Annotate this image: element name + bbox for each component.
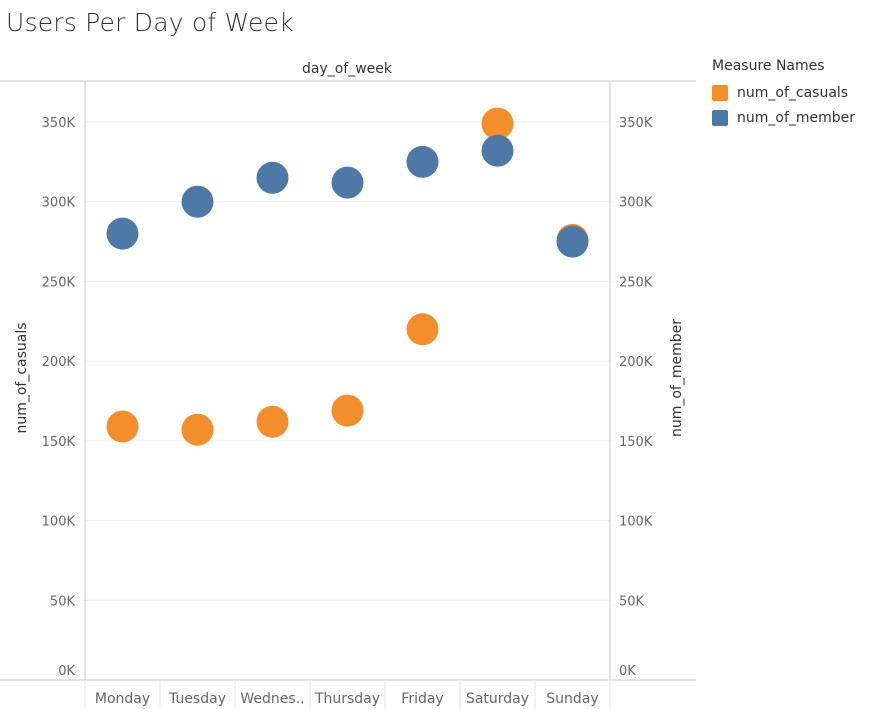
- y-tick-label-left: 150K: [42, 435, 76, 450]
- y-axis-right-label: num_of_member: [669, 319, 685, 437]
- y-tick-label-left: 200K: [42, 355, 76, 370]
- data-point-num-of-member[interactable]: [481, 134, 514, 167]
- data-point-num-of-casuals[interactable]: [331, 394, 364, 427]
- data-point-num-of-member[interactable]: [556, 225, 589, 258]
- y-tick-label-right: 250K: [619, 275, 653, 290]
- legend-label-member: num_of_member: [737, 109, 856, 126]
- legend-item-casuals[interactable]: num_of_casuals: [712, 80, 855, 105]
- data-point-num-of-casuals[interactable]: [406, 313, 439, 346]
- legend-item-member[interactable]: num_of_member: [712, 105, 855, 130]
- x-tick-label: Thursday: [314, 691, 380, 707]
- y-tick-label-right: 200K: [619, 355, 653, 370]
- y-tick-label-right: 300K: [619, 196, 653, 211]
- data-point-num-of-casuals[interactable]: [256, 405, 289, 438]
- y-axis-left-label: num_of_casuals: [14, 322, 30, 433]
- legend-label-casuals: num_of_casuals: [737, 84, 849, 101]
- y-tick-label-right: 50K: [619, 594, 645, 609]
- x-tick-label: Friday: [401, 691, 443, 707]
- y-tick-label-right: 0K: [619, 664, 636, 679]
- y-tick-label-left: 100K: [42, 515, 76, 530]
- legend-swatch-casuals: [712, 84, 728, 101]
- x-tick-label: Sunday: [546, 691, 598, 707]
- legend-title: Measure Names: [712, 58, 825, 74]
- x-tick-label: Monday: [95, 691, 150, 707]
- legend: Measure Names num_of_casuals num_of_memb…: [712, 58, 855, 130]
- x-tick-label: Saturday: [466, 691, 529, 707]
- y-tick-label-left: 0K: [58, 664, 75, 679]
- data-point-num-of-casuals[interactable]: [106, 410, 139, 443]
- y-tick-label-left: 350K: [42, 116, 76, 131]
- y-tick-label-left: 250K: [42, 275, 76, 290]
- chart-frame: [0, 80, 696, 709]
- data-point-num-of-member[interactable]: [406, 145, 439, 178]
- data-marks: [106, 107, 589, 446]
- gridlines: [85, 121, 610, 601]
- y-tick-label-right: 100K: [619, 515, 653, 530]
- axis-ticks: 0K 0K 50K 50K 100K 100K 150K 150K 200K 200K 250K 25…: [42, 116, 653, 707]
- y-tick-label-left: 300K: [42, 196, 76, 211]
- data-point-num-of-casuals[interactable]: [481, 107, 514, 140]
- y-tick-label-right: 350K: [619, 116, 653, 131]
- data-point-num-of-member[interactable]: [256, 161, 289, 194]
- data-point-num-of-member[interactable]: [106, 217, 139, 250]
- x-tick-label: Tuesday: [168, 691, 226, 707]
- data-point-num-of-member[interactable]: [181, 185, 214, 218]
- x-tick-label: Wednes..: [240, 691, 304, 707]
- chart-title: Users Per Day of Week: [6, 8, 294, 37]
- header-label: day_of_week: [302, 61, 393, 77]
- legend-swatch-member: [712, 109, 728, 126]
- data-point-num-of-member[interactable]: [331, 166, 364, 199]
- y-tick-label-right: 150K: [619, 435, 653, 450]
- y-tick-label-left: 50K: [50, 594, 76, 609]
- data-point-num-of-casuals[interactable]: [181, 413, 214, 446]
